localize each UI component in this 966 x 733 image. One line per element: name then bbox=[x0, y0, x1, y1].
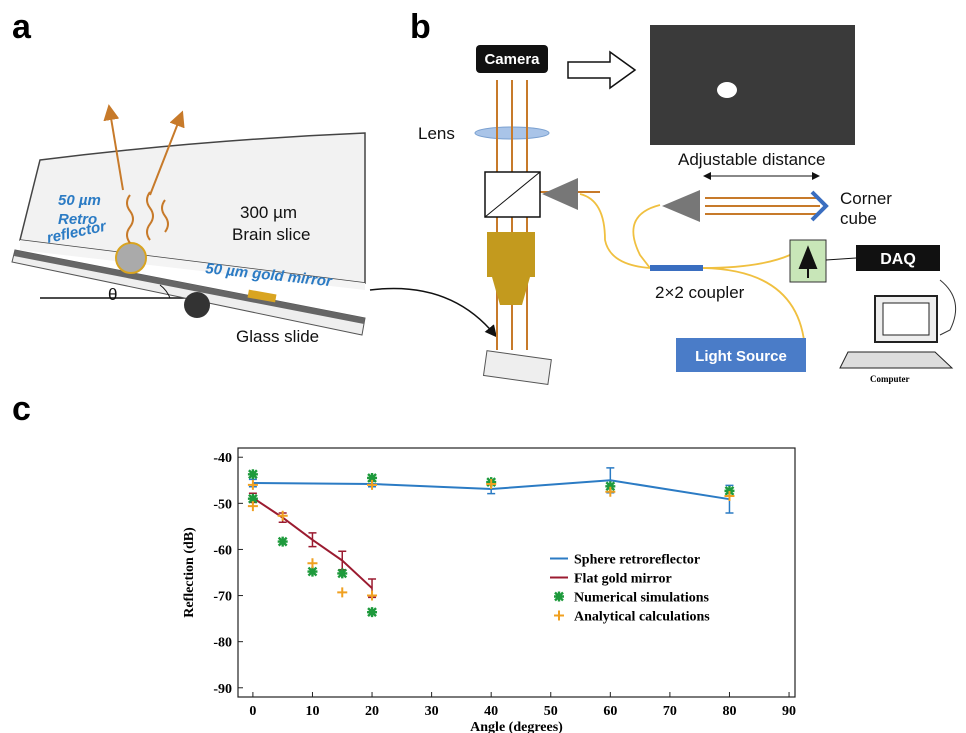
y-tick-label: -90 bbox=[213, 682, 232, 697]
x-tick-label: 0 bbox=[249, 704, 256, 719]
y-tick-label: -50 bbox=[213, 497, 232, 512]
label: Retro bbox=[58, 211, 97, 228]
label: Corner bbox=[840, 189, 892, 208]
y-tick-label: -70 bbox=[213, 590, 232, 605]
label: θ bbox=[108, 285, 117, 304]
plus-marker bbox=[277, 510, 288, 521]
asterisk-marker bbox=[724, 485, 735, 496]
asterisk-marker bbox=[367, 472, 378, 483]
plus-marker bbox=[307, 558, 318, 569]
legend-label: Analytical calculations bbox=[574, 610, 710, 625]
label: Adjustable distance bbox=[678, 150, 825, 169]
plus-marker bbox=[247, 479, 258, 490]
y-axis-label: Reflection (dB) bbox=[182, 527, 197, 618]
label: Glass slide bbox=[236, 327, 319, 346]
error-bar bbox=[338, 550, 347, 571]
label: 2×2 coupler bbox=[655, 283, 745, 302]
panel-label: b bbox=[410, 8, 431, 46]
panel-b: Camera Lens Adjustable distance Corner c… bbox=[418, 25, 957, 386]
x-tick-label: 20 bbox=[365, 704, 379, 719]
x-tick-label: 90 bbox=[782, 704, 796, 719]
plus-marker bbox=[605, 486, 616, 497]
panel-a: 300 µm Brain slice 50 µm Retro reflector… bbox=[11, 104, 497, 346]
label: 300 µm bbox=[240, 203, 297, 222]
y-tick-label: -60 bbox=[213, 543, 232, 558]
legend-label: Sphere retroreflector bbox=[574, 553, 700, 568]
asterisk-marker bbox=[247, 493, 258, 504]
label: Light Source bbox=[695, 348, 787, 365]
x-tick-label: 50 bbox=[544, 704, 558, 719]
plus-marker bbox=[337, 587, 348, 598]
label: Brain slice bbox=[232, 225, 310, 244]
x-tick-label: 60 bbox=[603, 704, 617, 719]
asterisk-marker bbox=[554, 591, 564, 602]
label: cube bbox=[840, 209, 877, 228]
x-tick-label: 40 bbox=[484, 704, 498, 719]
asterisk-marker bbox=[247, 469, 258, 480]
x-tick-label: 10 bbox=[305, 704, 319, 719]
y-tick-label: -40 bbox=[213, 451, 232, 466]
plus-marker bbox=[724, 490, 735, 501]
legend-label: Flat gold mirror bbox=[574, 572, 672, 587]
plus-marker bbox=[247, 501, 258, 512]
label: Computer bbox=[870, 374, 910, 384]
label: DAQ bbox=[880, 251, 916, 268]
plus-marker bbox=[486, 478, 497, 489]
asterisk-marker bbox=[307, 566, 318, 577]
plot-frame bbox=[237, 447, 796, 698]
chart: 0 10 20 30 40 50 60 70 80 90 -90 -80 -70 -60 -50 -40 Ang… bbox=[182, 447, 796, 733]
asterisk-marker bbox=[277, 536, 288, 547]
legend-label: Numerical simulations bbox=[574, 591, 709, 606]
y-tick-label: -80 bbox=[213, 636, 232, 651]
asterisk-marker bbox=[337, 568, 348, 579]
plus-marker bbox=[367, 590, 378, 601]
label: Camera bbox=[484, 51, 540, 68]
x-tick-label: 80 bbox=[722, 704, 736, 719]
x-tick-label: 70 bbox=[663, 704, 677, 719]
panel-label: a bbox=[12, 8, 32, 46]
label: 50 µm bbox=[58, 192, 101, 209]
error-bar bbox=[308, 532, 317, 548]
x-axis-label: Angle (degrees) bbox=[470, 720, 563, 733]
plus-marker bbox=[554, 610, 564, 621]
x-tick-label: 30 bbox=[425, 704, 439, 719]
plus-marker bbox=[367, 479, 378, 490]
label: Lens bbox=[418, 124, 455, 143]
asterisk-marker bbox=[367, 607, 378, 618]
panel-label: c bbox=[12, 390, 31, 428]
asterisk-marker bbox=[605, 481, 616, 492]
